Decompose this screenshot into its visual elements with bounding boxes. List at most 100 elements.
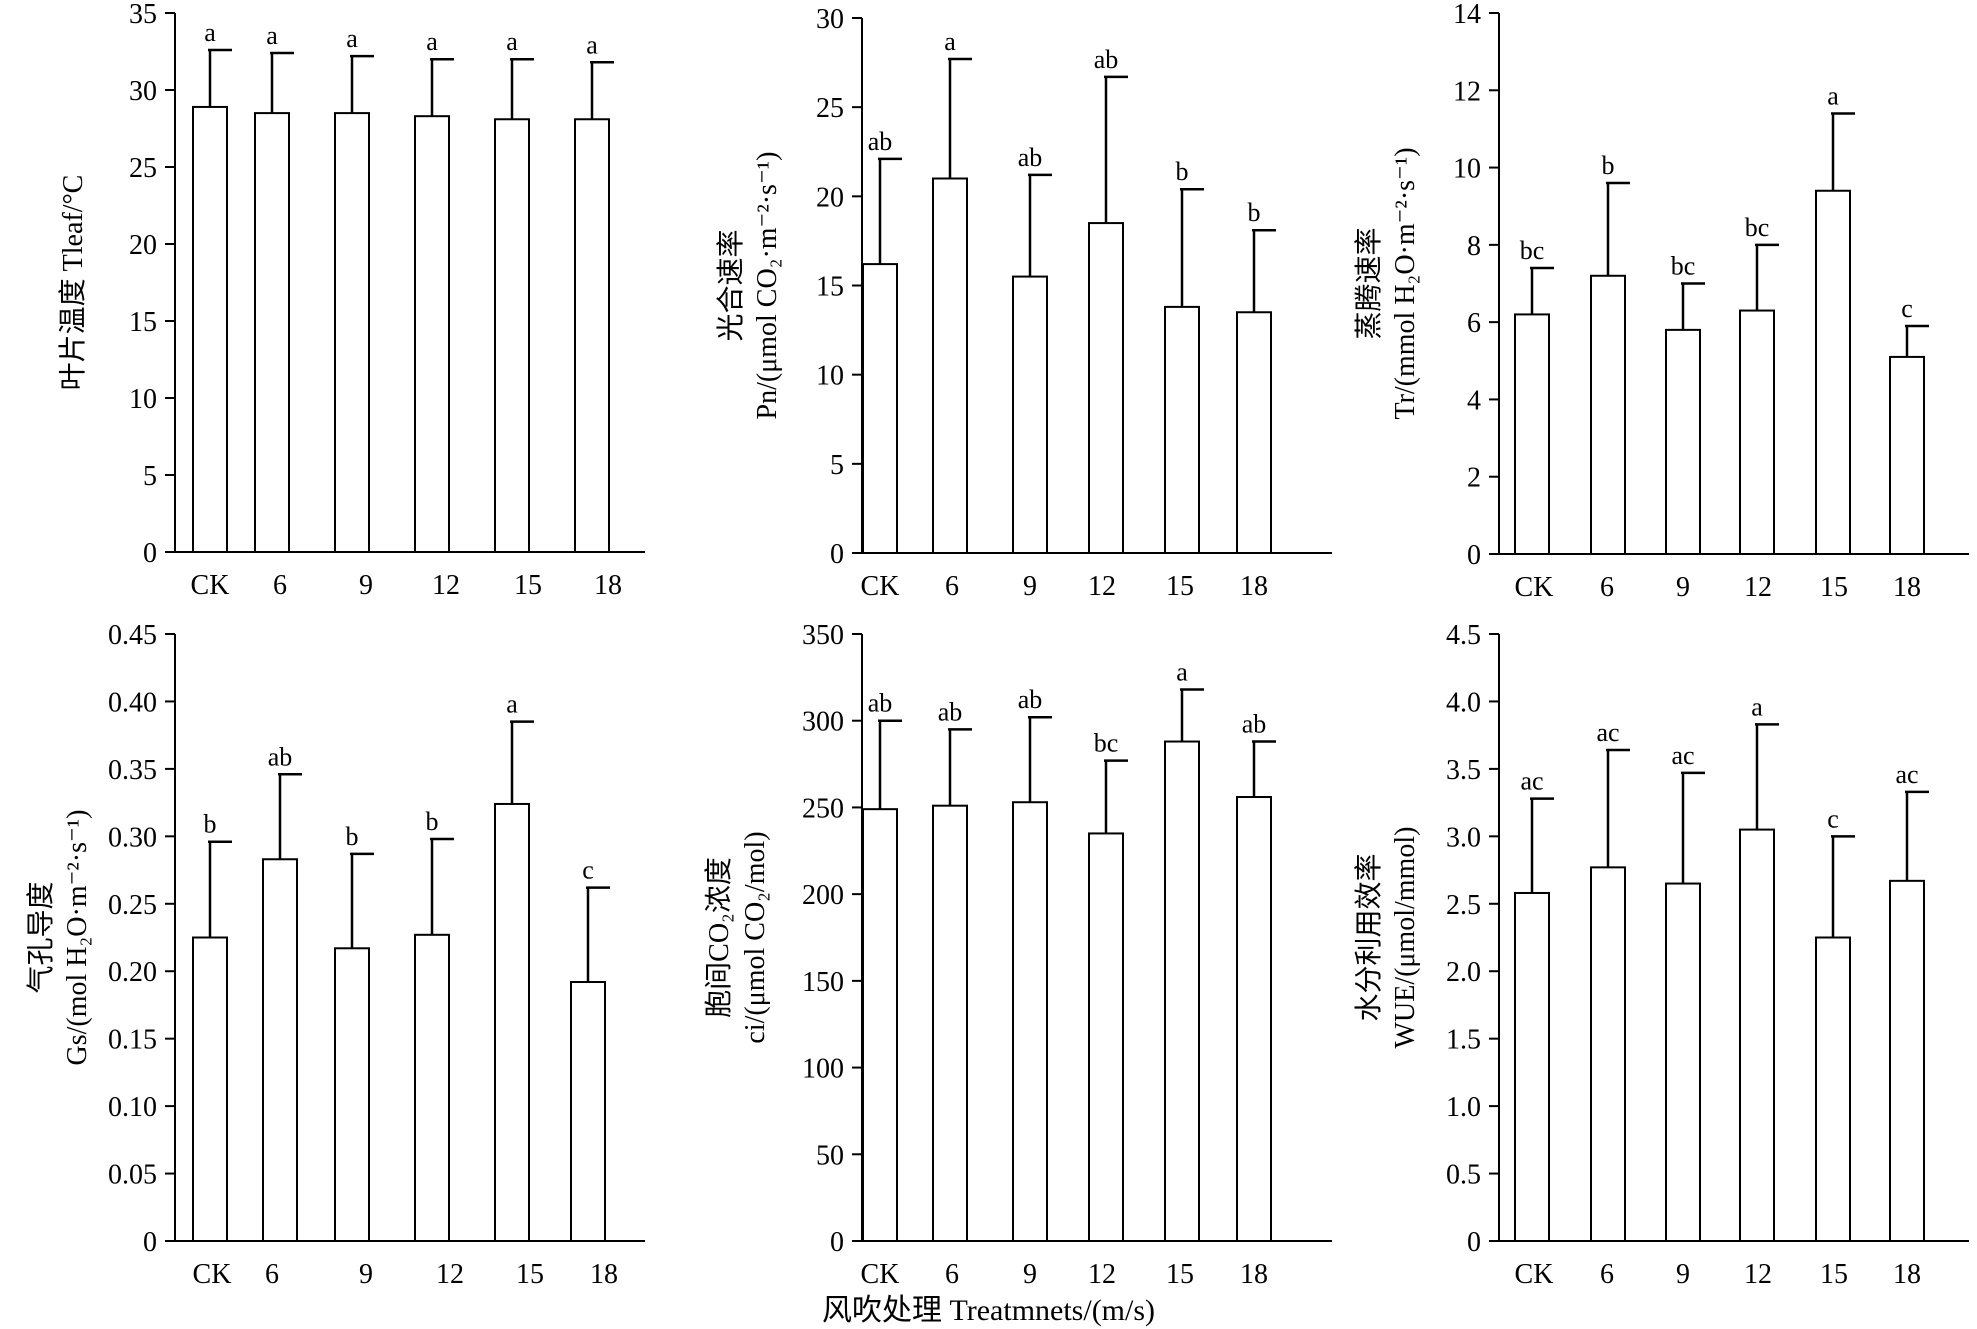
significance-letter: b (1248, 198, 1261, 227)
y-tick-label: 0.10 (108, 1092, 157, 1123)
y-tick-label: 0.05 (108, 1160, 157, 1191)
x-tick-label: CK (1515, 572, 1554, 603)
x-tick-label: 18 (1893, 1259, 1921, 1290)
chart-panel-5: 0 50 100 150 200 250 300 350 ab ab ab bc a ab CK 6 9 12 15… (703, 620, 1332, 1290)
chart-panel-6: 00.51.01.52.02.53.03.54.04.5acacacacacCK… (1353, 620, 1969, 1290)
x-tick-label: 6 (945, 571, 959, 602)
bar (334, 947, 370, 1243)
significance-letter: ab (938, 697, 963, 726)
y-tick-label: 14 (1453, 0, 1481, 30)
y-tick-label: 4.0 (1446, 687, 1481, 718)
bar (1889, 879, 1925, 1242)
y-tick-label: 0 (830, 539, 844, 570)
x-tick-label: 9 (1676, 1259, 1690, 1290)
x-tick-label: CK (1515, 1259, 1554, 1290)
y-tick-label: 2.5 (1446, 890, 1481, 921)
y-tick-label: 10 (1453, 154, 1481, 185)
significance-letter: bc (1094, 729, 1119, 758)
x-tick-label: 6 (1600, 1259, 1614, 1290)
y-tick-label: 0 (143, 1227, 157, 1258)
bar (862, 808, 898, 1242)
y-tick-label: 0.20 (108, 957, 157, 988)
y-tick-label: 350 (802, 620, 844, 651)
x-tick-label: CK (191, 570, 230, 601)
significance-letter: ab (868, 127, 893, 156)
significance-letter: bc (1671, 252, 1696, 281)
y-tick-label: 0 (143, 538, 157, 569)
significance-letter: a (944, 27, 956, 56)
bar (862, 263, 898, 554)
x-tick-label: 18 (1240, 571, 1268, 602)
y-tick-label: 0.25 (108, 890, 157, 921)
y-tick-label: 4.5 (1446, 620, 1481, 651)
bar (1236, 796, 1272, 1242)
significance-letter: a (506, 27, 518, 56)
bar (1514, 891, 1550, 1243)
y-tick-label: 3.5 (1446, 755, 1481, 786)
bar (574, 118, 610, 553)
y-tick-label: 15 (129, 307, 157, 338)
x-tick-label: 15 (1820, 572, 1848, 603)
y-tick-label: 25 (129, 153, 157, 184)
significance-letter: ab (1018, 143, 1043, 172)
y-axis-label: 水分利用效率 (1353, 853, 1385, 1021)
x-tick-label: CK (861, 1259, 900, 1290)
significance-letter: bc (1520, 236, 1545, 265)
bar (1088, 832, 1124, 1242)
bar (414, 933, 450, 1243)
significance-letter: a (506, 690, 518, 719)
y-tick-label: 0.5 (1446, 1160, 1481, 1191)
significance-letter: a (1751, 692, 1763, 721)
bar (1665, 882, 1701, 1242)
bar (192, 105, 228, 553)
x-tick-label: 12 (432, 570, 460, 601)
significance-letter: b (346, 822, 359, 851)
y-tick-label: 3.0 (1446, 822, 1481, 853)
x-tick-label: 15 (514, 570, 542, 601)
x-tick-label: 12 (1744, 572, 1772, 603)
significance-letter: b (1602, 151, 1615, 180)
y-axis-label: 气孔导度 (25, 881, 57, 993)
y-tick-label: 15 (816, 272, 844, 303)
y-axis-label: 蒸腾速率 (1353, 227, 1385, 339)
significance-letter: a (1176, 657, 1188, 686)
significance-letter: b (204, 810, 217, 839)
bar (1012, 275, 1048, 554)
x-tick-label: CK (193, 1259, 232, 1290)
chart-panel-2: 0 5 10 15 20 25 30 ab a ab ab b b CK 6 9 12 15 18 光合速率 Pn/(μ… (715, 4, 1332, 602)
bar (1164, 740, 1200, 1242)
bar (192, 936, 228, 1242)
x-tick-label: 12 (1088, 1259, 1116, 1290)
x-tick-label: 9 (359, 570, 373, 601)
y-tick-label: 150 (802, 967, 844, 998)
significance-letter: ab (268, 742, 293, 771)
y-tick-label: 300 (802, 707, 844, 738)
y-tick-label: 6 (1467, 308, 1481, 339)
x-tick-label: 9 (1676, 572, 1690, 603)
y-axis-label: 胞间CO₂浓度 (703, 857, 735, 1018)
significance-letter: a (586, 30, 598, 59)
y-tick-label: 1.5 (1446, 1025, 1481, 1056)
y-axis-label: WUE/(μmol/mmol) (1390, 827, 1421, 1049)
significance-letter: b (1176, 157, 1189, 186)
significance-letter: a (204, 18, 216, 47)
y-tick-label: 12 (1453, 76, 1481, 107)
x-tick-label: 12 (436, 1259, 464, 1290)
y-tick-label: 5 (830, 450, 844, 481)
x-tick-label: 9 (1023, 1259, 1037, 1290)
x-tick-label: 12 (1744, 1259, 1772, 1290)
significance-letter: a (1827, 81, 1839, 110)
bar (1665, 328, 1701, 555)
y-axis-label: Tr/(mmol H₂O·m⁻²·s⁻¹) (1390, 147, 1421, 419)
y-tick-label: 25 (816, 93, 844, 124)
x-tick-label: 9 (359, 1259, 373, 1290)
x-tick-label: 18 (594, 570, 622, 601)
significance-letter: ab (1018, 685, 1043, 714)
bar (932, 177, 968, 554)
bar (1889, 355, 1925, 555)
significance-letter: a (346, 24, 358, 53)
figure-xlabel: 风吹处理 Treatmnets/(m/s) (821, 1294, 1156, 1327)
significance-letter: bc (1745, 213, 1770, 242)
bar (1236, 311, 1272, 554)
y-tick-label: 0 (830, 1227, 844, 1258)
